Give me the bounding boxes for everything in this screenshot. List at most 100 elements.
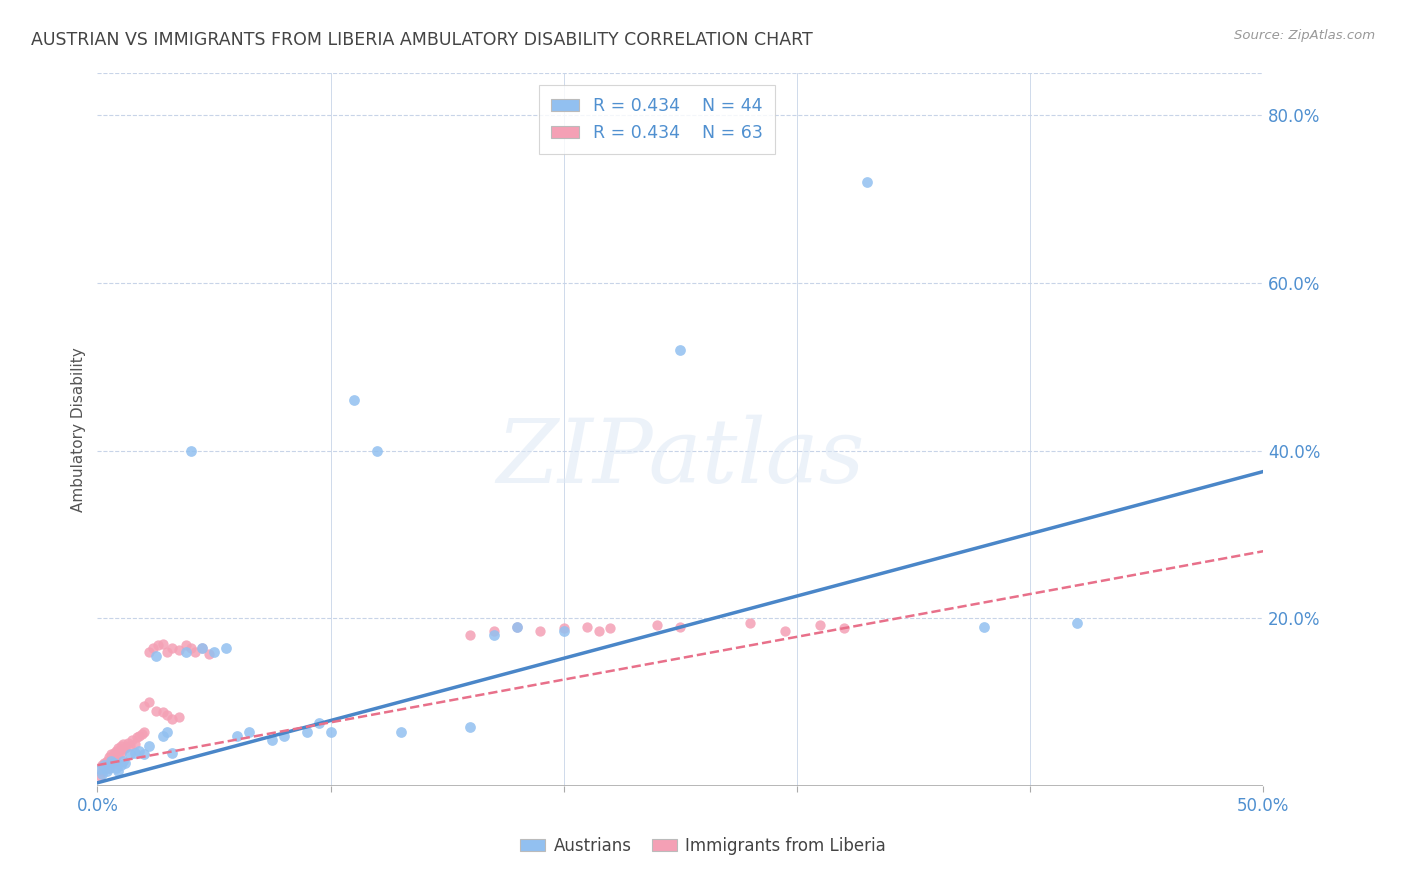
- Point: [202, 645, 225, 659]
- Point: [107, 741, 129, 756]
- Point: [128, 729, 150, 743]
- Point: [105, 761, 128, 775]
- Point: [124, 737, 146, 751]
- Point: [132, 747, 155, 762]
- Point: [91, 766, 114, 780]
- Point: [124, 746, 146, 760]
- Point: [98, 761, 121, 775]
- Legend: R = 0.434    N = 44, R = 0.434    N = 63: R = 0.434 N = 44, R = 0.434 N = 63: [538, 86, 775, 154]
- Point: [343, 393, 366, 408]
- Legend: Austrians, Immigrants from Liberia: Austrians, Immigrants from Liberia: [513, 830, 893, 862]
- Point: [160, 640, 183, 655]
- Point: [152, 636, 174, 650]
- Point: [808, 618, 831, 632]
- Point: [160, 746, 183, 760]
- Point: [156, 645, 179, 659]
- Point: [389, 724, 412, 739]
- Point: [588, 624, 610, 638]
- Point: [93, 763, 115, 777]
- Point: [180, 443, 202, 458]
- Point: [152, 729, 174, 743]
- Point: [669, 620, 692, 634]
- Point: [973, 620, 995, 634]
- Point: [138, 695, 160, 709]
- Point: [145, 649, 167, 664]
- Point: [105, 754, 128, 768]
- Point: [156, 724, 179, 739]
- Point: [553, 624, 575, 638]
- Point: [110, 746, 132, 760]
- Point: [191, 640, 214, 655]
- Point: [138, 645, 160, 659]
- Point: [96, 754, 118, 768]
- Point: [198, 647, 221, 661]
- Point: [669, 343, 692, 357]
- Point: [180, 640, 202, 655]
- Point: [645, 618, 668, 632]
- Point: [142, 640, 165, 655]
- Point: [506, 620, 529, 634]
- Text: AUSTRIAN VS IMMIGRANTS FROM LIBERIA AMBULATORY DISABILITY CORRELATION CHART: AUSTRIAN VS IMMIGRANTS FROM LIBERIA AMBU…: [31, 31, 813, 49]
- Point: [114, 756, 136, 770]
- Point: [576, 620, 599, 634]
- Point: [856, 175, 879, 189]
- Point: [91, 758, 114, 772]
- Point: [100, 747, 122, 762]
- Point: [138, 739, 160, 753]
- Point: [506, 620, 529, 634]
- Point: [110, 739, 132, 753]
- Point: [100, 756, 122, 770]
- Point: [832, 621, 855, 635]
- Point: [308, 716, 330, 731]
- Point: [91, 764, 114, 778]
- Point: [262, 733, 284, 747]
- Point: [460, 628, 482, 642]
- Point: [128, 744, 150, 758]
- Point: [1066, 615, 1088, 630]
- Point: [89, 763, 111, 777]
- Point: [156, 707, 179, 722]
- Point: [146, 638, 169, 652]
- Point: [103, 746, 125, 760]
- Point: [111, 754, 134, 768]
- Point: [214, 640, 236, 655]
- Point: [238, 724, 260, 739]
- Point: [366, 443, 388, 458]
- Point: [125, 731, 148, 745]
- Point: [96, 758, 118, 772]
- Point: [775, 624, 797, 638]
- Point: [117, 735, 139, 749]
- Point: [167, 710, 190, 724]
- Point: [103, 756, 125, 770]
- Point: [93, 758, 115, 772]
- Point: [184, 645, 207, 659]
- Point: [529, 624, 551, 638]
- Point: [152, 706, 174, 720]
- Point: [100, 754, 122, 768]
- Point: [110, 758, 132, 772]
- Point: [107, 764, 129, 778]
- Point: [553, 621, 575, 635]
- Point: [89, 769, 111, 783]
- Point: [111, 742, 134, 756]
- Point: [132, 699, 155, 714]
- Point: [319, 724, 342, 739]
- Point: [103, 752, 125, 766]
- Point: [132, 724, 155, 739]
- Point: [96, 764, 118, 778]
- Point: [297, 724, 319, 739]
- Point: [174, 645, 197, 659]
- Point: [131, 727, 153, 741]
- Point: [105, 744, 128, 758]
- Point: [98, 749, 121, 764]
- Point: [226, 729, 249, 743]
- Point: [145, 704, 167, 718]
- Point: [273, 729, 295, 743]
- Point: [191, 640, 214, 655]
- Point: [93, 756, 115, 770]
- Point: [118, 739, 141, 753]
- Point: [111, 737, 134, 751]
- Point: [121, 733, 143, 747]
- Point: [482, 624, 505, 638]
- Point: [482, 628, 505, 642]
